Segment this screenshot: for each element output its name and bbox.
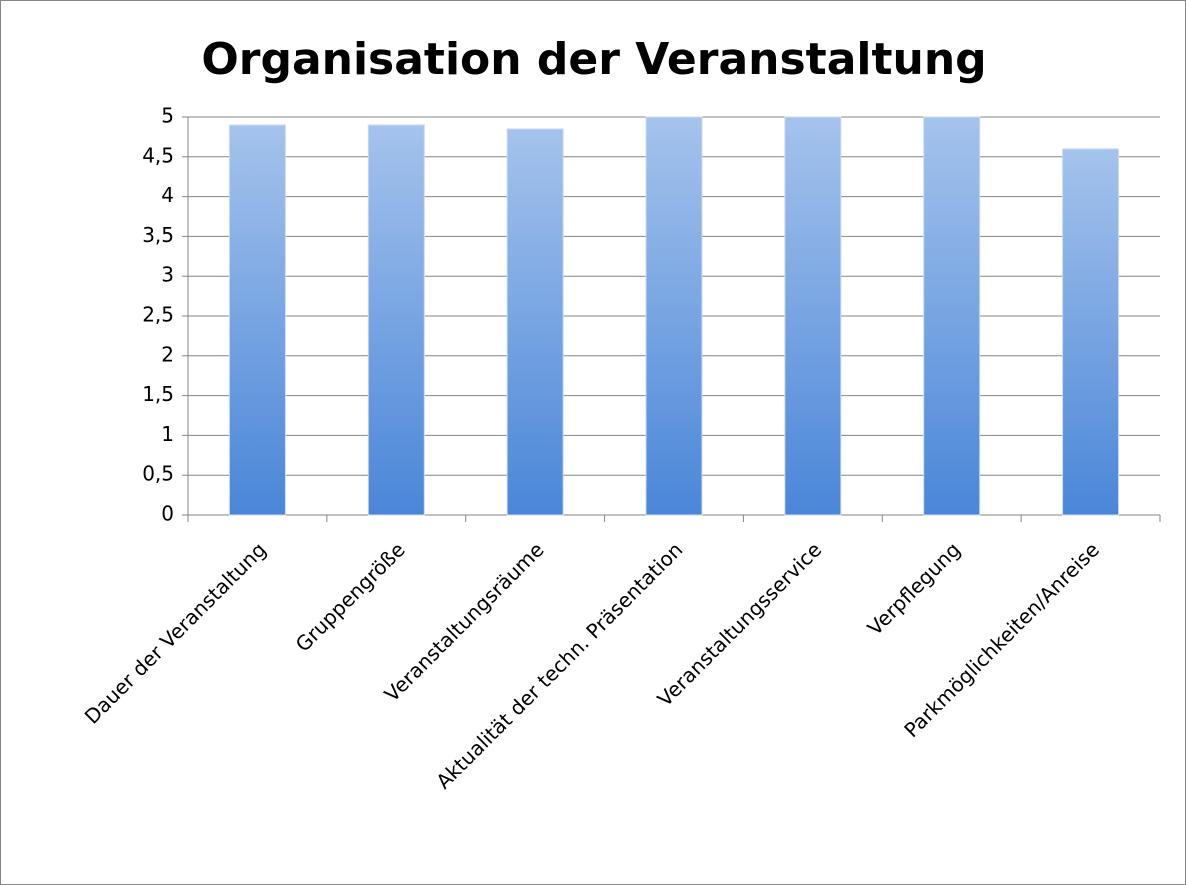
- y-tick-label: 2: [161, 342, 174, 366]
- y-tick-label: 3: [161, 263, 174, 287]
- bar: [367, 124, 425, 516]
- y-tick-label: 1,5: [142, 382, 174, 406]
- bar: [645, 116, 703, 516]
- y-tick-label: 4,5: [142, 143, 174, 167]
- y-tick-label: 2,5: [142, 303, 174, 327]
- bar: [1062, 148, 1120, 516]
- bar: [784, 116, 842, 516]
- bar: [923, 116, 981, 516]
- y-tick-label: 1: [161, 422, 174, 446]
- y-tick-label: 0: [161, 502, 174, 526]
- chart-title: Organisation der Veranstaltung: [201, 34, 986, 85]
- y-tick-label: 5: [161, 104, 174, 128]
- bar: [228, 124, 286, 516]
- y-tick-label: 4: [161, 183, 174, 207]
- bar: [506, 128, 564, 516]
- y-tick-label: 0,5: [142, 462, 174, 486]
- y-tick-label: 3,5: [142, 223, 174, 247]
